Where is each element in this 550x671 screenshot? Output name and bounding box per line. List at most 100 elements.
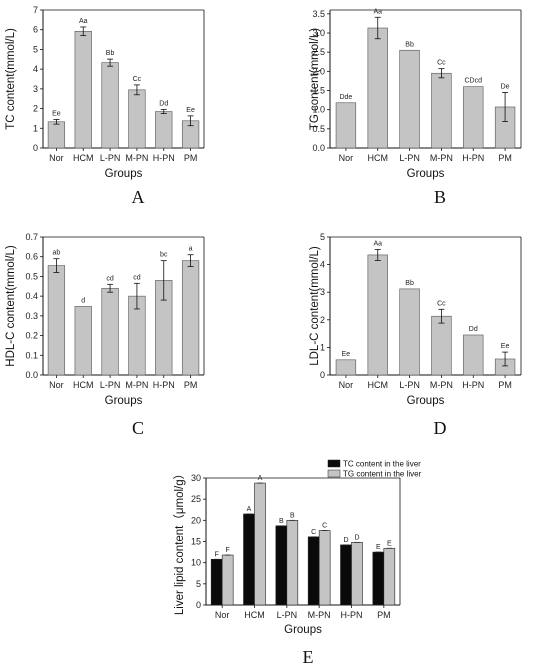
- x-tick-label: L-PN: [399, 380, 420, 390]
- x-tick-label: L-PN: [399, 153, 420, 163]
- bar-tg: [221, 554, 234, 606]
- y-tick-label: 10: [191, 558, 201, 568]
- y-tick-label: 3.5: [312, 9, 325, 19]
- x-tick-label: PM: [184, 380, 198, 390]
- bar: [101, 62, 119, 149]
- y-tick-label: 0.1: [25, 350, 38, 360]
- x-tick-label: Nor: [339, 153, 354, 163]
- x-tick-label: PM: [498, 153, 512, 163]
- x-axis-label: Groups: [407, 395, 445, 407]
- bar: [74, 306, 92, 376]
- panel-letter: C: [132, 418, 144, 438]
- y-tick-label: 0.3: [25, 311, 38, 321]
- y-tick-label: 2.0: [312, 66, 325, 76]
- significance-label: cd: [133, 274, 141, 281]
- y-tick-label: 5: [196, 579, 201, 589]
- significance-label: Cc: [437, 60, 446, 67]
- bar: [463, 86, 484, 149]
- x-tick-label: PM: [498, 380, 512, 390]
- chart-panel-e: 0 5 10 15 20 25 30 Nor HCM L-PN M-PN H-PN PM Groups Li…: [173, 460, 422, 668]
- y-tick-label: 0.5: [25, 271, 38, 281]
- significance-label: F: [226, 547, 230, 554]
- x-axis-label: Groups: [105, 168, 143, 180]
- bar-tg: [254, 482, 266, 606]
- bar: [128, 89, 146, 149]
- bar: [47, 121, 66, 149]
- x-tick-label: Nor: [215, 610, 230, 620]
- x-tick-label: M-PN: [430, 153, 453, 163]
- significance-label: E: [387, 540, 392, 547]
- bar: [367, 254, 388, 376]
- y-tick-label: 3: [320, 287, 325, 297]
- x-tick-label: HCM: [368, 380, 389, 390]
- y-tick-label: 2.5: [312, 47, 325, 57]
- x-tick-label: HCM: [73, 380, 94, 390]
- y-tick-label: 30: [191, 473, 201, 483]
- panel-letter: E: [303, 647, 314, 667]
- x-tick-label: M-PN: [308, 610, 331, 620]
- y-tick-label: 5: [320, 232, 325, 242]
- x-tick-label: L-PN: [100, 380, 121, 390]
- y-tick-label: 0: [33, 143, 38, 153]
- y-tick-label: 3.0: [312, 28, 325, 38]
- significance-label: Dd: [469, 326, 478, 333]
- y-tick-label: 6: [33, 25, 38, 35]
- x-tick-label: HCM: [73, 153, 94, 163]
- y-axis-label: HDL-C content(mmol/L): [5, 245, 17, 367]
- significance-label: Cc: [133, 76, 142, 83]
- y-tick-label: 3: [33, 84, 38, 94]
- y-tick-label: 2: [33, 104, 38, 114]
- bar: [74, 30, 92, 149]
- bar: [463, 334, 484, 376]
- y-tick-label: 0: [196, 600, 201, 610]
- x-tick-label: H-PN: [153, 153, 175, 163]
- legend-swatch: [327, 459, 341, 468]
- bar-tc: [307, 536, 320, 606]
- y-axis-label: TG content(mmol/L): [309, 28, 321, 130]
- significance-label: cd: [106, 275, 114, 282]
- y-tick-label: 2: [320, 315, 325, 325]
- bar: [335, 102, 357, 149]
- x-tick-label: M-PN: [125, 153, 148, 163]
- significance-label: D: [354, 534, 359, 541]
- x-tick-label: Nor: [49, 380, 64, 390]
- x-tick-label: Nor: [339, 380, 354, 390]
- bar-tc: [340, 544, 352, 606]
- significance-label: A: [258, 475, 263, 482]
- y-tick-label: 0.2: [25, 331, 38, 341]
- x-axis-label: Groups: [407, 168, 445, 180]
- legend-label: TC content in the liver: [343, 460, 421, 469]
- x-tick-label: H-PN: [462, 380, 484, 390]
- significance-label: Ee: [342, 351, 351, 358]
- chart-panel-c: 0.0 0.1 0.2 0.3 0.4 0.5 0.6 0.7 Nor HCM L-PN M-PN H-…: [5, 232, 205, 438]
- x-tick-label: L-PN: [100, 153, 121, 163]
- bar-tc: [275, 525, 288, 606]
- significance-label: D: [343, 537, 348, 544]
- bar-tg: [351, 542, 363, 606]
- significance-label: Dde: [339, 94, 352, 101]
- significance-label: Aa: [373, 8, 382, 15]
- significance-label: Bb: [405, 280, 414, 287]
- significance-label: Aa: [79, 18, 88, 25]
- panel-letter: B: [434, 187, 446, 207]
- y-axis-label: TC content(mmol/L): [5, 28, 17, 130]
- y-tick-label: 4: [320, 260, 325, 270]
- bar-tc: [243, 513, 255, 606]
- bar-tg: [383, 547, 396, 606]
- significance-label: Bb: [405, 41, 414, 48]
- y-tick-label: 1.5: [312, 86, 325, 96]
- significance-label: C: [311, 529, 316, 536]
- x-tick-label: M-PN: [430, 380, 453, 390]
- chart-panel-a: 0 1 2 3 4 5 6 7 Nor HCM L-PN M-PN H-PN PM Groups TC con…: [5, 5, 205, 207]
- x-tick-label: HCM: [244, 610, 265, 620]
- x-tick-label: M-PN: [125, 380, 148, 390]
- y-tick-label: 0: [320, 370, 325, 380]
- y-tick-label: 0.5: [312, 124, 325, 134]
- chart-panel-b: 0.0 0.5 1.0 1.5 2.0 2.5 3.0 3.5 Nor HCM L-PN M-PN H-…: [309, 8, 522, 207]
- x-tick-label: H-PN: [153, 380, 175, 390]
- significance-label: ab: [53, 250, 61, 257]
- significance-label: Dd: [159, 101, 168, 108]
- y-tick-label: 1.0: [312, 105, 325, 115]
- x-tick-label: PM: [377, 610, 391, 620]
